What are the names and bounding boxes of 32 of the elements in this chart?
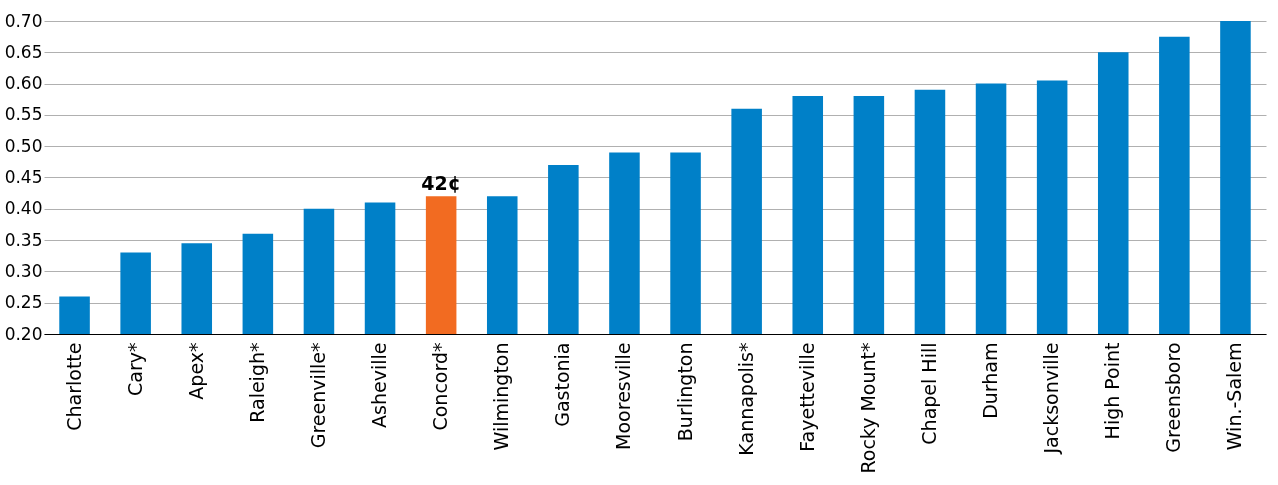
y-tick-label: 0.45 bbox=[4, 167, 43, 187]
x-tick-label: Greensboro bbox=[1162, 342, 1185, 453]
x-tick-label: Rocky Mount* bbox=[856, 342, 879, 474]
y-tick-label: 0.25 bbox=[4, 292, 43, 313]
x-tick-label: Jacksonville bbox=[1040, 342, 1063, 455]
x-tick-label: High Point bbox=[1101, 342, 1124, 440]
x-tick-label: Gastonia bbox=[551, 342, 574, 427]
x-tick-label: Fayetteville bbox=[795, 342, 818, 452]
x-tick-label: Cary* bbox=[123, 342, 146, 396]
x-tick-label: Greenville* bbox=[306, 342, 329, 449]
x-tick-label: Mooresville bbox=[612, 342, 635, 450]
x-tick-label: Win.-Salem bbox=[1223, 342, 1246, 451]
y-tick-label: 0.40 bbox=[4, 198, 43, 219]
x-tick-label: Durham bbox=[979, 342, 1002, 419]
x-tick-label: Wilmington bbox=[490, 342, 513, 451]
y-tick-label: 0.70 bbox=[4, 10, 43, 31]
x-tick-label: Concord* bbox=[429, 342, 452, 431]
y-tick-label: 0.55 bbox=[4, 104, 43, 125]
y-tick-label: 0.30 bbox=[4, 260, 43, 281]
annotation: 42¢ bbox=[421, 172, 461, 195]
y-tick-label: 0.60 bbox=[4, 73, 43, 94]
x-tick-label: Raleigh* bbox=[245, 342, 268, 423]
x-tick-label: Charlotte bbox=[62, 342, 85, 431]
x-tick-label: Asheville bbox=[368, 342, 391, 428]
y-tick-label: 0.65 bbox=[4, 41, 43, 62]
x-tick-label: Kannapolis* bbox=[734, 342, 757, 456]
x-tick-label: Burlington bbox=[673, 342, 696, 442]
y-tick-label: 0.35 bbox=[4, 229, 43, 250]
y-tick-label: 0.20 bbox=[4, 323, 43, 344]
x-tick-label: Apex* bbox=[184, 342, 207, 400]
x-tick-label: Chapel Hill bbox=[917, 342, 940, 445]
y-tick-label: 0.50 bbox=[4, 135, 43, 156]
